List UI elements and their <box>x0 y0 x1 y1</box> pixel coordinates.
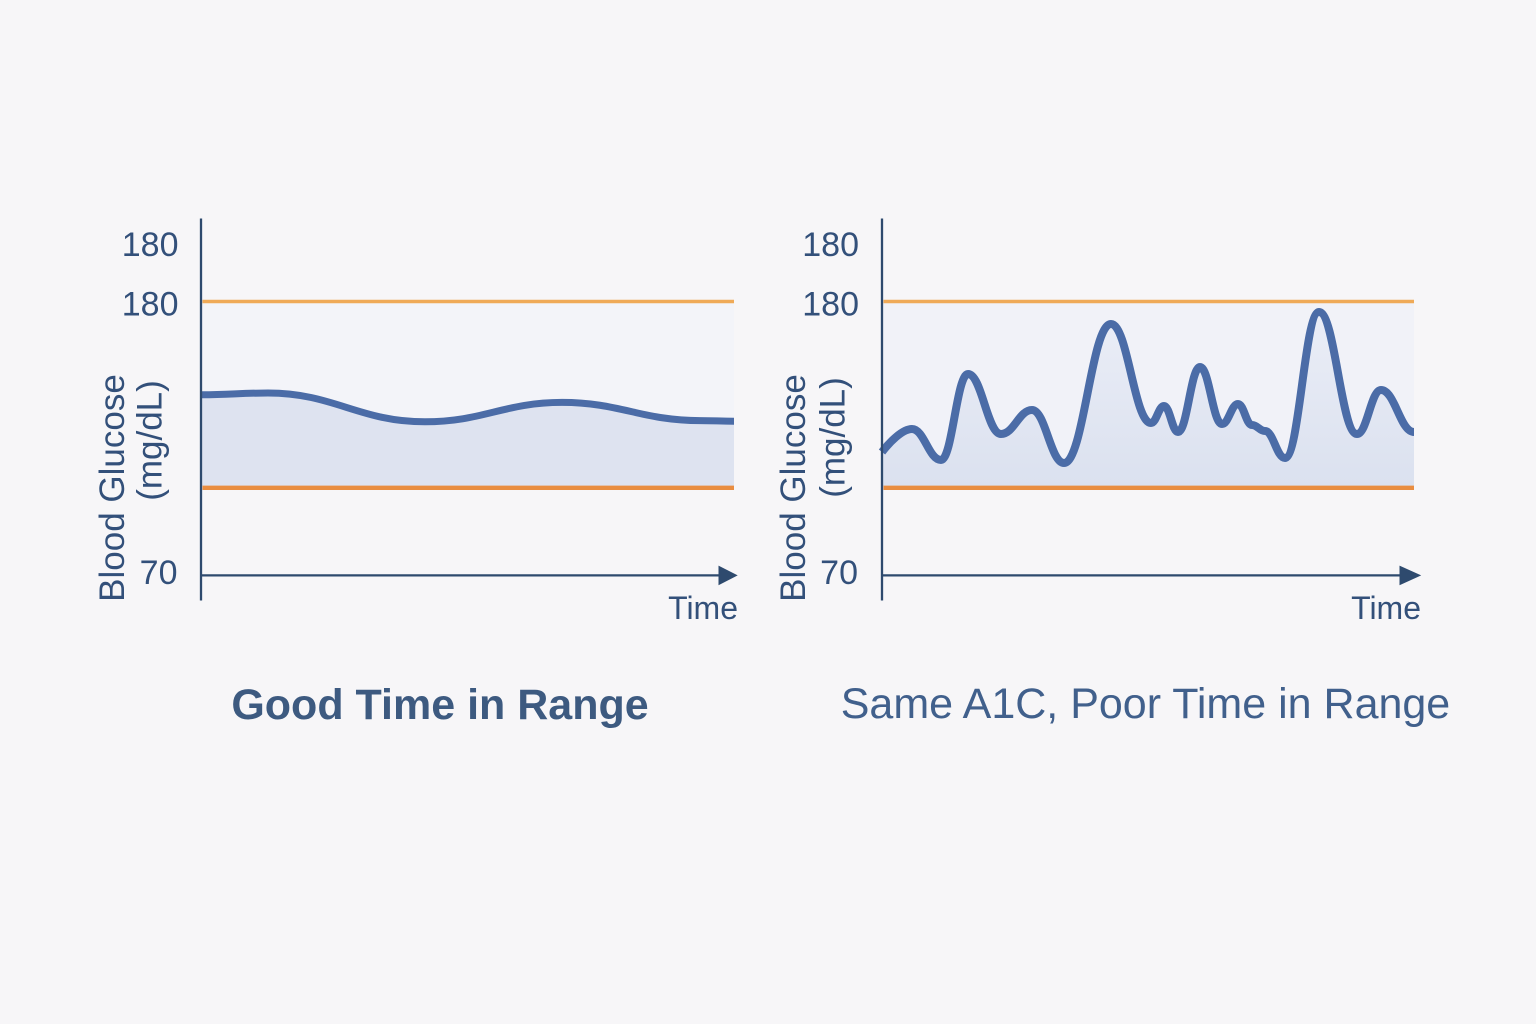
svg-text:180: 180 <box>802 226 859 264</box>
svg-text:70: 70 <box>140 554 178 592</box>
svg-text:Good Time in Range: Good Time in Range <box>231 681 648 729</box>
svg-text:70: 70 <box>820 554 858 592</box>
svg-text:(mg/dL): (mg/dL) <box>131 380 170 501</box>
svg-text:Blood Glucose: Blood Glucose <box>93 374 132 602</box>
svg-text:Time: Time <box>668 590 738 626</box>
svg-text:180: 180 <box>122 286 179 324</box>
svg-text:(mg/dL): (mg/dL) <box>814 377 853 498</box>
svg-text:Blood Glucose: Blood Glucose <box>774 374 813 602</box>
svg-text:180: 180 <box>802 286 859 324</box>
svg-text:Time: Time <box>1351 590 1421 626</box>
svg-text:Same A1C, Poor Time in Range: Same A1C, Poor Time in Range <box>841 680 1450 728</box>
svg-text:180: 180 <box>122 226 179 264</box>
